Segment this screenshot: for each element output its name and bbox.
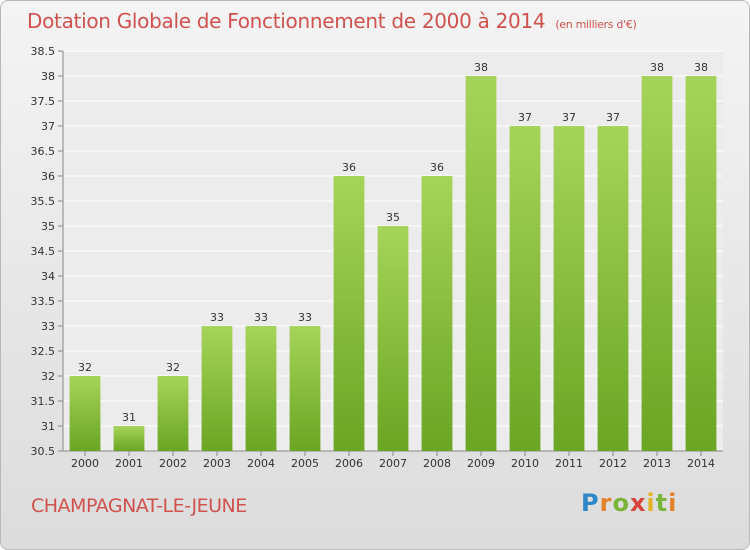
data-label-2001: 31: [122, 411, 136, 424]
y-tick-label: 33: [41, 320, 55, 333]
y-tick-label: 31.5: [31, 395, 56, 408]
bar-2000: [69, 376, 101, 451]
data-label-2002: 32: [166, 361, 180, 374]
bar-2013: [641, 76, 673, 451]
bar-2006: [333, 176, 365, 451]
y-tick-label: 32.5: [31, 345, 56, 358]
bar-2003: [201, 326, 233, 451]
x-tick-label-2010: 2010: [511, 457, 539, 470]
y-tick-label: 37.5: [31, 95, 56, 108]
location-name: CHAMPAGNAT-LE-JEUNE: [31, 495, 247, 517]
y-tick-label: 30.5: [31, 445, 56, 458]
x-tick-label-2000: 2000: [71, 457, 99, 470]
y-tick-label: 34: [41, 270, 55, 283]
data-label-2008: 36: [430, 161, 444, 174]
y-tick-label: 37: [41, 120, 55, 133]
x-tick-label-2011: 2011: [555, 457, 583, 470]
x-tick-label-2005: 2005: [291, 457, 319, 470]
bar-2001: [113, 426, 145, 451]
title-text: Dotation Globale de Fonctionnement de 20…: [27, 9, 546, 33]
data-label-2009: 38: [474, 61, 488, 74]
data-label-2003: 33: [210, 311, 224, 324]
bar-2002: [157, 376, 189, 451]
bar-2005: [289, 326, 321, 451]
data-label-2006: 36: [342, 161, 356, 174]
y-tick-label: 31: [41, 420, 55, 433]
y-tick-label: 34.5: [31, 245, 56, 258]
x-tick-label-2002: 2002: [159, 457, 187, 470]
y-tick-label: 38.5: [31, 45, 56, 58]
chart-title: Dotation Globale de Fonctionnement de 20…: [27, 9, 637, 33]
data-label-2014: 38: [694, 61, 708, 74]
x-tick-label-2013: 2013: [643, 457, 671, 470]
y-tick-label: 33.5: [31, 295, 56, 308]
bar-2011: [553, 126, 585, 451]
y-tick-label: 32: [41, 370, 55, 383]
x-tick-label-2014: 2014: [687, 457, 715, 470]
bar-2004: [245, 326, 277, 451]
x-tick-label-2012: 2012: [599, 457, 627, 470]
bar-2007: [377, 226, 409, 451]
x-tick-label-2006: 2006: [335, 457, 363, 470]
x-tick-label-2008: 2008: [423, 457, 451, 470]
y-tick-label: 38: [41, 70, 55, 83]
x-tick-label-2009: 2009: [467, 457, 495, 470]
data-label-2005: 33: [298, 311, 312, 324]
x-tick-label-2007: 2007: [379, 457, 407, 470]
data-label-2013: 38: [650, 61, 664, 74]
y-tick-label: 35.5: [31, 195, 56, 208]
unit-subtitle: (en milliers d'€): [555, 18, 637, 31]
bar-2009: [465, 76, 497, 451]
data-label-2012: 37: [606, 111, 620, 124]
y-tick-label: 36.5: [31, 145, 56, 158]
x-tick-label-2003: 2003: [203, 457, 231, 470]
x-tick-label-2004: 2004: [247, 457, 275, 470]
data-label-2000: 32: [78, 361, 92, 374]
bar-2014: [685, 76, 717, 451]
data-label-2010: 37: [518, 111, 532, 124]
data-label-2004: 33: [254, 311, 268, 324]
y-tick-label: 35: [41, 220, 55, 233]
data-label-2011: 37: [562, 111, 576, 124]
bar-2008: [421, 176, 453, 451]
proxiti-logo: Proxiti: [581, 489, 678, 517]
data-label-2007: 35: [386, 211, 400, 224]
y-tick-label: 36: [41, 170, 55, 183]
bar-2010: [509, 126, 541, 451]
x-tick-label-2001: 2001: [115, 457, 143, 470]
bar-2012: [597, 126, 629, 451]
